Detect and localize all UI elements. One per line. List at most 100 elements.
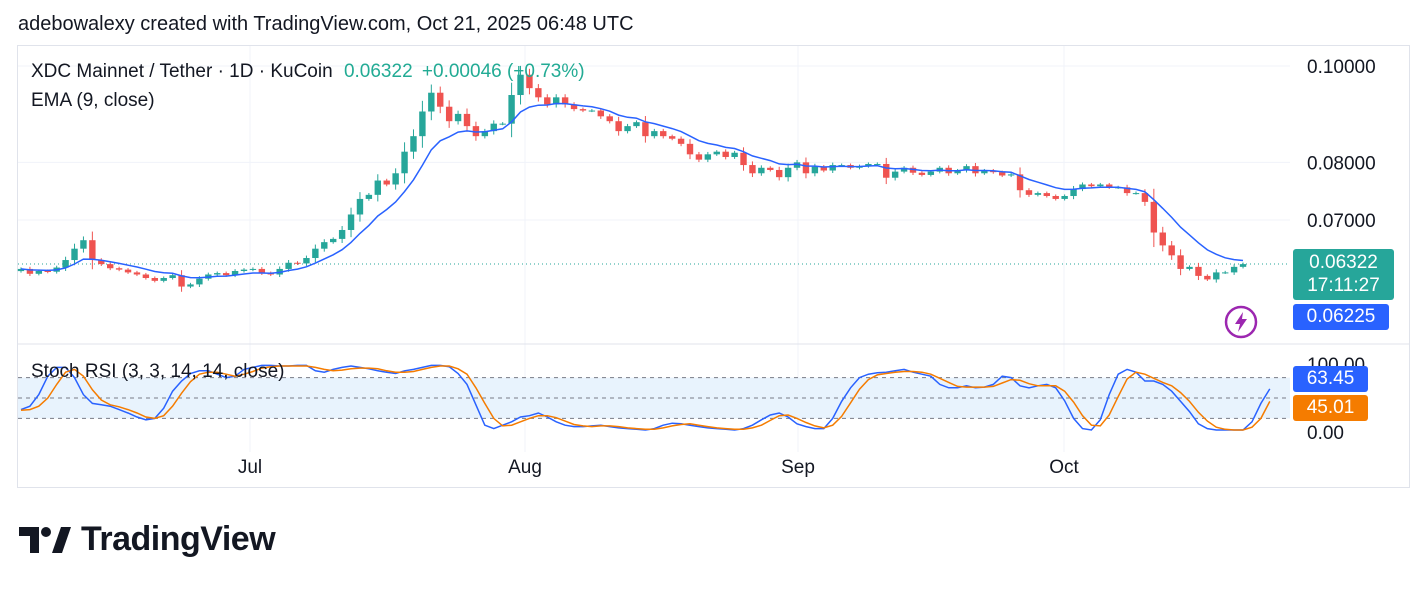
candle-body: [1186, 266, 1193, 269]
candle-body: [517, 74, 524, 96]
candle-body: [1159, 232, 1166, 246]
candle-body: [437, 92, 444, 107]
candle-body: [249, 268, 257, 270]
attribution-text: adebowalexy created with TradingView.com…: [18, 13, 634, 35]
last-price-tag: 0.06322 17:11:27: [1293, 249, 1394, 300]
candle-body: [89, 240, 96, 261]
stoch-d-line: [20, 365, 1271, 431]
brand-name: TradingView: [81, 520, 276, 558]
candle-body: [285, 262, 292, 269]
candle-body: [1204, 275, 1211, 280]
candle-body: [1097, 184, 1104, 187]
candle-body: [115, 268, 123, 270]
tradingview-brand[interactable]: TradingView: [19, 520, 276, 559]
candle-body: [44, 271, 51, 273]
candle-body: [178, 275, 185, 287]
candle-body: [401, 151, 408, 174]
candle-body: [660, 131, 667, 137]
candle-body: [1034, 193, 1042, 195]
candle-body: [731, 152, 738, 157]
candle-body: [62, 260, 69, 268]
candle-body: [963, 166, 970, 171]
candle-body: [1195, 266, 1202, 276]
candle-body: [142, 274, 150, 279]
price-axis-label: 0.10000: [1307, 57, 1376, 78]
candle-body: [383, 180, 390, 185]
candle-body: [410, 136, 417, 152]
candle-body: [615, 121, 622, 132]
candle-body: [749, 165, 756, 174]
candle-body: [597, 110, 604, 117]
candle-body: [428, 92, 435, 112]
candle-body: [472, 126, 480, 137]
candle-body: [900, 167, 908, 172]
axes-layer: 0.100000.080000.07000100.000.00JulAugSep…: [238, 57, 1376, 478]
candle-body: [321, 242, 328, 249]
candle-body: [561, 97, 569, 105]
stoch-k-tag: 63.45: [1293, 366, 1368, 392]
candle-body: [445, 106, 453, 122]
candle-body: [481, 131, 489, 137]
stoch-legend[interactable]: Stoch RSI (3, 3, 14, 14, close): [31, 361, 285, 382]
candle-body: [874, 163, 881, 165]
candle-body: [1061, 196, 1068, 199]
candle-body: [26, 268, 34, 274]
candle-body: [222, 273, 230, 276]
candle-body: [927, 171, 935, 175]
candle-body: [490, 123, 497, 132]
ema-value-tag: 0.06225: [1293, 304, 1389, 330]
candle-body: [124, 269, 132, 273]
bar-countdown: 17:11:27: [1307, 275, 1380, 296]
candle-body: [71, 248, 78, 261]
candle-body: [776, 169, 783, 178]
last-price-value: 0.06322: [1309, 252, 1378, 273]
candle-body: [793, 162, 801, 168]
candle-body: [695, 154, 703, 160]
candle-body: [187, 284, 194, 287]
lightning-icon[interactable]: [1224, 305, 1258, 339]
candle-body: [1070, 189, 1077, 197]
candle-body: [1132, 193, 1140, 195]
candle-body: [829, 165, 836, 171]
candle-body: [463, 113, 471, 127]
candle-body: [1168, 245, 1175, 256]
time-axis-label: Jul: [238, 457, 262, 478]
candle-body: [972, 166, 979, 174]
candle-body: [1239, 264, 1247, 267]
time-axis-label: Aug: [508, 457, 542, 478]
candle-body: [499, 123, 506, 125]
candle-body: [1079, 184, 1086, 190]
candle-body: [151, 278, 158, 281]
candle-body: [686, 143, 694, 155]
candle-body: [196, 278, 203, 285]
candle-body: [526, 74, 533, 89]
candle-body: [1043, 193, 1050, 197]
candle-body: [1150, 201, 1158, 233]
candle-body: [999, 172, 1006, 176]
candle-body: [1123, 187, 1131, 194]
candle-body: [1088, 184, 1095, 187]
candles-layer: [17, 65, 1247, 292]
candle-body: [169, 275, 176, 279]
last-price-legend: 0.06322: [343, 61, 413, 82]
candle-body: [570, 104, 578, 110]
candle-body: [303, 258, 310, 264]
candle-body: [909, 167, 917, 173]
candle-body: [133, 272, 141, 275]
candle-body: [651, 131, 658, 137]
candle-body: [356, 198, 364, 215]
symbol-legend[interactable]: XDC Mainnet / Tether · 1D · KuCoin 0.063…: [31, 61, 585, 83]
candle-body: [454, 113, 462, 122]
change-legend: +0.00046 (+0.73%): [421, 61, 585, 82]
ema-legend[interactable]: EMA (9, close): [31, 90, 155, 111]
candle-body: [1052, 196, 1059, 199]
candle-body: [508, 95, 515, 124]
candle-body: [535, 88, 542, 98]
candle-body: [1016, 174, 1024, 191]
candle-body: [544, 97, 551, 105]
symbol-title: XDC Mainnet / Tether · 1D · KuCoin: [31, 61, 333, 82]
tradingview-logo-icon: [19, 526, 71, 553]
candle-body: [214, 273, 221, 275]
candle-body: [811, 166, 819, 174]
